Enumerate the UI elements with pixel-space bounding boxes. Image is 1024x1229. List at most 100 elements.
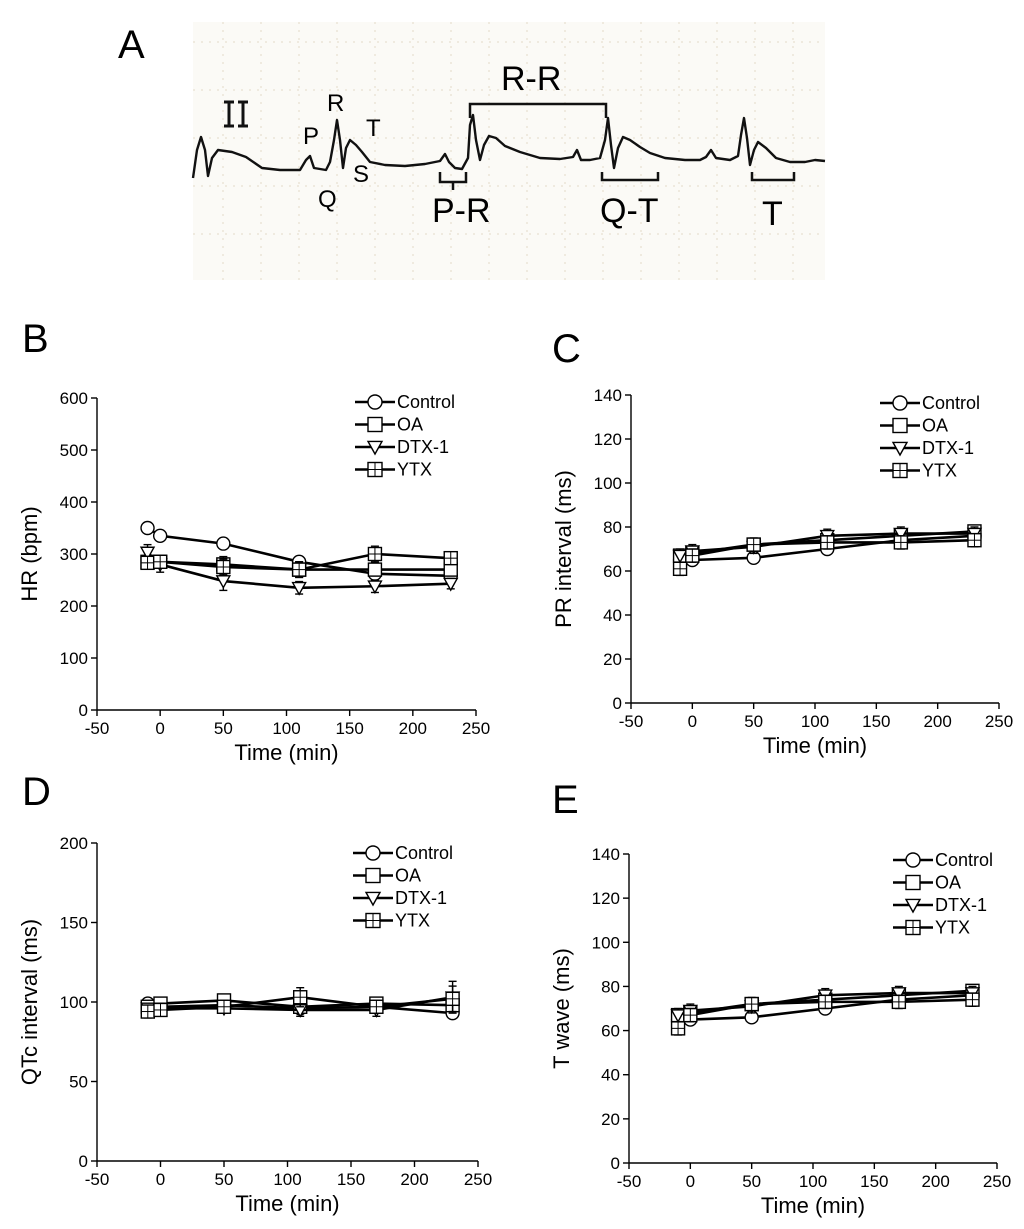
legend-label: Control	[935, 850, 993, 870]
x-tick-label: 0	[686, 1172, 695, 1191]
marker-triangle	[891, 441, 909, 457]
legend-label: DTX-1	[397, 437, 449, 457]
legend-label: OA	[397, 415, 423, 435]
legend-label: DTX-1	[395, 888, 447, 908]
marker-square	[367, 562, 383, 577]
y-tick-label: 120	[592, 889, 620, 908]
ecg-paper	[193, 22, 825, 280]
y-tick-label: 150	[60, 914, 88, 933]
panel-a-letter: A	[118, 23, 145, 67]
wave-label-q: Q	[318, 186, 337, 213]
y-tick-label: 100	[60, 649, 88, 668]
y-tick-label: 400	[60, 493, 88, 512]
legend-label: YTX	[922, 461, 957, 481]
x-axis-label: Time (min)	[761, 1193, 865, 1218]
legend-label: YTX	[935, 918, 970, 938]
legend-label: OA	[935, 873, 961, 893]
bracket-pr	[438, 172, 468, 190]
y-tick-label: 100	[60, 993, 88, 1012]
x-tick-label: 50	[214, 719, 233, 738]
x-tick-label: 250	[983, 1172, 1011, 1191]
x-tick-label: 100	[272, 719, 300, 738]
wave-label-p: P	[303, 123, 319, 150]
x-tick-label: 150	[337, 1170, 365, 1189]
legend-label: Control	[922, 393, 980, 413]
legend-label: Control	[395, 843, 453, 863]
x-tick-label: 50	[744, 712, 763, 731]
x-tick-label: 200	[923, 712, 951, 731]
marker-square	[365, 867, 381, 884]
lead-label-glyph	[224, 100, 248, 128]
y-tick-label: 200	[60, 834, 88, 853]
marker-circle	[140, 520, 155, 536]
bracket-t	[750, 172, 796, 182]
panel-letter: B	[22, 317, 49, 361]
ecg-trace	[191, 113, 826, 179]
y-tick-label: 500	[60, 441, 88, 460]
x-tick-label: 250	[985, 712, 1013, 731]
legend-label: YTX	[397, 460, 432, 480]
marker-triangle	[891, 987, 907, 1001]
marker-triangle	[291, 581, 307, 596]
interval-label-pr: P-R	[432, 192, 491, 230]
marker-circle	[365, 845, 381, 861]
legend-label: Control	[397, 392, 455, 412]
series-ytx	[672, 532, 982, 577]
x-tick-label: 150	[335, 719, 363, 738]
y-tick-label: 0	[79, 701, 88, 720]
interval-brackets	[438, 102, 796, 190]
interval-label-qt: Q-T	[600, 192, 659, 230]
marker-triangle	[672, 549, 688, 564]
x-axis-label: Time (min)	[235, 1191, 339, 1216]
y-tick-label: 50	[69, 1073, 88, 1092]
x-tick-label: 0	[156, 1170, 165, 1189]
x-tick-label: 250	[462, 719, 490, 738]
lead-label-text: II	[0, 0, 1, 1]
y-tick-label: 300	[60, 545, 88, 564]
panel-a-ecg: A II P R T S Q R-R P-R Q-T T	[0, 0, 826, 280]
marker-triangle	[364, 891, 382, 907]
marker-circle	[152, 528, 168, 543]
x-tick-label: -50	[85, 719, 110, 738]
legend-label: OA	[922, 416, 948, 436]
marker-circle	[216, 536, 231, 551]
interval-label-t: T	[762, 195, 783, 233]
y-tick-label: 20	[601, 1110, 620, 1129]
marker-triangle	[139, 546, 156, 561]
x-tick-label: 100	[273, 1170, 301, 1189]
marker-triangle	[366, 440, 384, 456]
x-tick-label: -50	[619, 712, 644, 731]
x-tick-label: 50	[742, 1172, 761, 1191]
y-axis-label: HR (bpm)	[17, 506, 42, 601]
marker-triangle	[443, 577, 459, 592]
wave-label-s: S	[353, 161, 369, 188]
y-tick-label: 0	[611, 1154, 620, 1173]
y-tick-label: 100	[594, 474, 622, 493]
y-tick-label: 200	[60, 597, 88, 616]
marker-square	[892, 417, 908, 434]
marker-square	[905, 874, 921, 891]
x-axis-label: Time (min)	[234, 740, 338, 765]
marker-circle	[905, 852, 921, 868]
legend-label: OA	[395, 866, 421, 886]
x-tick-label: 0	[688, 712, 697, 731]
wave-label-r: R	[327, 90, 344, 117]
x-tick-label: 50	[215, 1170, 234, 1189]
y-tick-label: 600	[60, 389, 88, 408]
marker-triangle	[367, 580, 383, 595]
y-tick-label: 100	[592, 933, 620, 952]
y-tick-label: 20	[603, 650, 622, 669]
y-tick-label: 80	[603, 518, 622, 537]
marker-circle	[892, 395, 908, 411]
bracket-qt	[600, 172, 660, 182]
y-tick-label: 140	[592, 845, 620, 864]
y-tick-label: 40	[601, 1066, 620, 1085]
panel-letter: E	[552, 778, 579, 822]
series-ytx	[140, 985, 460, 1019]
y-tick-label: 140	[594, 386, 622, 405]
